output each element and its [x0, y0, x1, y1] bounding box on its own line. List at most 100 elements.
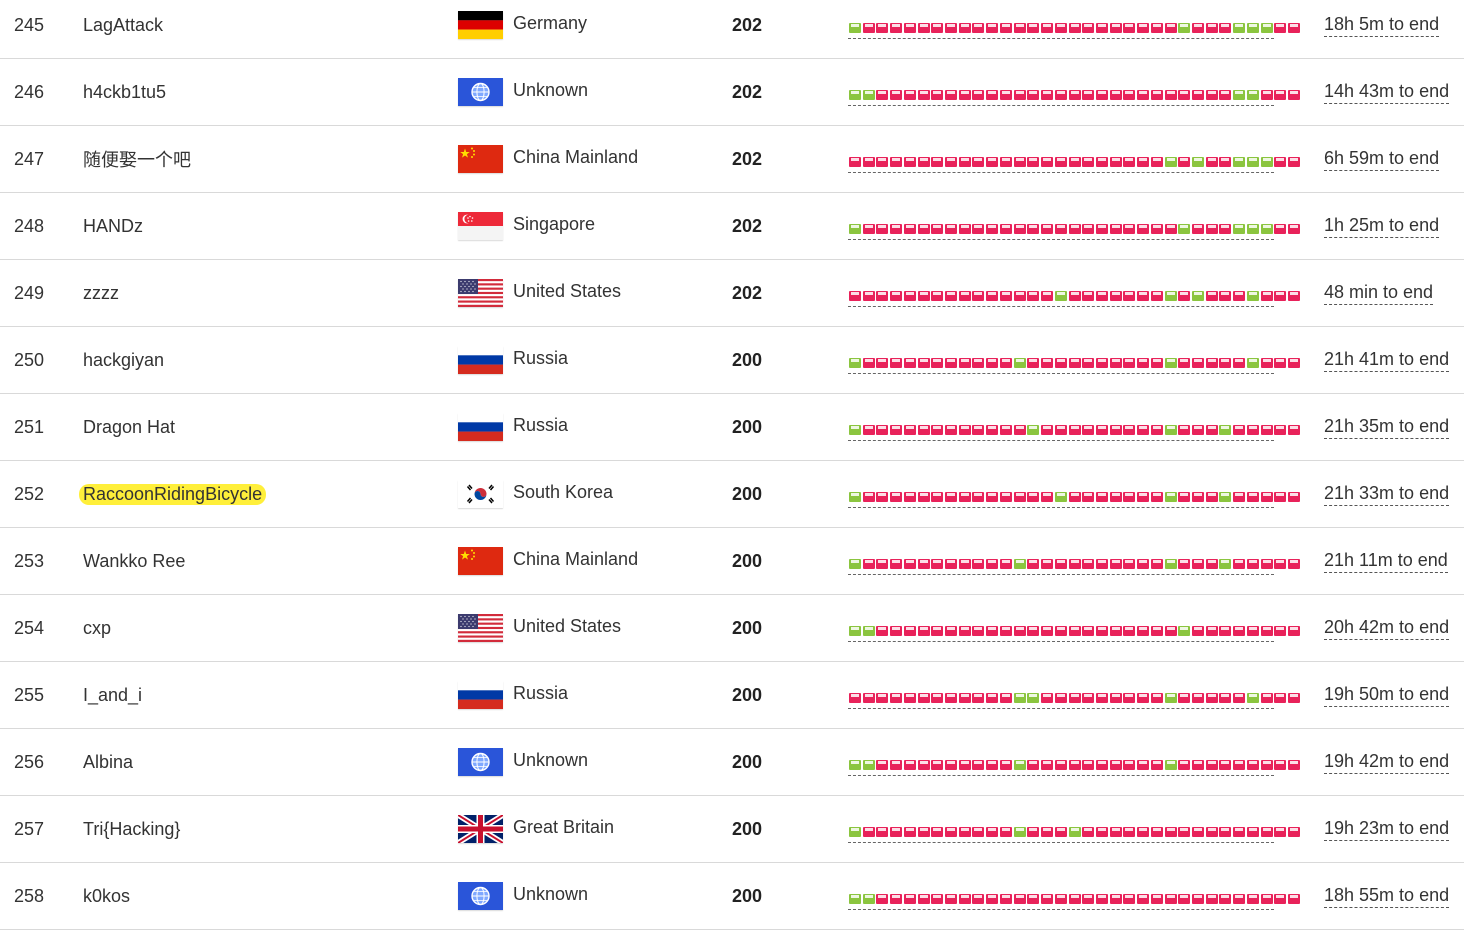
- task-unsolved-marker[interactable]: [1137, 692, 1150, 703]
- task-unsolved-marker[interactable]: [1178, 290, 1191, 301]
- task-unsolved-marker[interactable]: [890, 290, 903, 301]
- table-row[interactable]: 245 LagAttack Germany 202 18h 5m to end: [0, 0, 1464, 59]
- task-unsolved-marker[interactable]: [958, 156, 971, 167]
- task-unsolved-marker[interactable]: [1260, 424, 1273, 435]
- task-unsolved-marker[interactable]: [1219, 290, 1232, 301]
- task-unsolved-marker[interactable]: [1233, 625, 1246, 636]
- task-unsolved-marker[interactable]: [917, 625, 930, 636]
- task-unsolved-marker[interactable]: [945, 223, 958, 234]
- time-to-end-text[interactable]: 1h 25m to end: [1324, 215, 1440, 238]
- task-unsolved-marker[interactable]: [917, 223, 930, 234]
- task-unsolved-marker[interactable]: [1288, 491, 1301, 502]
- task-unsolved-marker[interactable]: [876, 223, 889, 234]
- task-unsolved-marker[interactable]: [958, 826, 971, 837]
- task-unsolved-marker[interactable]: [1178, 893, 1191, 904]
- task-unsolved-marker[interactable]: [1027, 826, 1040, 837]
- task-unsolved-marker[interactable]: [986, 759, 999, 770]
- table-row[interactable]: 246 h4ckb1tu5 Unknown 202 14h 43m to end: [0, 59, 1464, 126]
- task-unsolved-marker[interactable]: [876, 290, 889, 301]
- task-unsolved-marker[interactable]: [999, 558, 1012, 569]
- task-solved-marker[interactable]: [1260, 22, 1273, 33]
- task-unsolved-marker[interactable]: [1164, 22, 1177, 33]
- task-unsolved-marker[interactable]: [1123, 424, 1136, 435]
- time-to-end[interactable]: 19h 50m to end: [1324, 662, 1464, 728]
- task-unsolved-marker[interactable]: [1095, 424, 1108, 435]
- task-unsolved-marker[interactable]: [1288, 759, 1301, 770]
- task-unsolved-marker[interactable]: [1274, 22, 1287, 33]
- task-unsolved-marker[interactable]: [1095, 22, 1108, 33]
- team-name[interactable]: h4ckb1tu5: [83, 81, 167, 102]
- task-solved-marker[interactable]: [862, 625, 875, 636]
- task-unsolved-marker[interactable]: [958, 89, 971, 100]
- table-row[interactable]: 251 Dragon Hat Russia 200 21h 35m to end: [0, 394, 1464, 461]
- task-unsolved-marker[interactable]: [1274, 491, 1287, 502]
- team-name[interactable]: zzzz: [83, 282, 119, 303]
- task-unsolved-marker[interactable]: [1068, 491, 1081, 502]
- task-unsolved-marker[interactable]: [1192, 826, 1204, 837]
- task-solved-marker[interactable]: [1068, 826, 1081, 837]
- task-unsolved-marker[interactable]: [1288, 89, 1301, 100]
- time-to-end[interactable]: 21h 41m to end: [1324, 327, 1464, 393]
- task-unsolved-marker[interactable]: [1192, 223, 1204, 234]
- task-unsolved-marker[interactable]: [903, 692, 916, 703]
- task-unsolved-marker[interactable]: [876, 893, 889, 904]
- task-unsolved-marker[interactable]: [1274, 625, 1287, 636]
- task-unsolved-marker[interactable]: [1095, 156, 1108, 167]
- task-unsolved-marker[interactable]: [1041, 424, 1054, 435]
- task-unsolved-marker[interactable]: [1192, 89, 1204, 100]
- task-unsolved-marker[interactable]: [1178, 424, 1191, 435]
- time-to-end-text[interactable]: 21h 41m to end: [1324, 349, 1450, 372]
- task-unsolved-marker[interactable]: [1205, 357, 1218, 368]
- task-unsolved-marker[interactable]: [903, 89, 916, 100]
- task-unsolved-marker[interactable]: [1082, 290, 1095, 301]
- task-unsolved-marker[interactable]: [1219, 156, 1232, 167]
- time-to-end[interactable]: 21h 35m to end: [1324, 394, 1464, 460]
- task-solved-marker[interactable]: [862, 89, 875, 100]
- task-solved-marker[interactable]: [1246, 692, 1259, 703]
- task-unsolved-marker[interactable]: [972, 156, 985, 167]
- task-solved-marker[interactable]: [849, 893, 861, 904]
- task-unsolved-marker[interactable]: [890, 156, 903, 167]
- task-unsolved-marker[interactable]: [1013, 89, 1026, 100]
- task-unsolved-marker[interactable]: [903, 893, 916, 904]
- task-unsolved-marker[interactable]: [1109, 692, 1122, 703]
- task-unsolved-marker[interactable]: [1041, 290, 1054, 301]
- task-unsolved-marker[interactable]: [1164, 826, 1177, 837]
- time-to-end[interactable]: 6h 59m to end: [1324, 126, 1464, 192]
- task-unsolved-marker[interactable]: [1192, 692, 1204, 703]
- task-solved-marker[interactable]: [1233, 156, 1246, 167]
- task-unsolved-marker[interactable]: [1274, 357, 1287, 368]
- task-unsolved-marker[interactable]: [1246, 759, 1259, 770]
- time-to-end-text[interactable]: 18h 55m to end: [1324, 885, 1450, 908]
- task-unsolved-marker[interactable]: [958, 357, 971, 368]
- task-unsolved-marker[interactable]: [972, 893, 985, 904]
- task-unsolved-marker[interactable]: [1178, 558, 1191, 569]
- task-unsolved-marker[interactable]: [945, 625, 958, 636]
- task-solved-marker[interactable]: [1233, 223, 1246, 234]
- task-solved-marker[interactable]: [1178, 22, 1191, 33]
- task-unsolved-marker[interactable]: [972, 223, 985, 234]
- task-unsolved-marker[interactable]: [903, 491, 916, 502]
- task-unsolved-marker[interactable]: [1137, 22, 1150, 33]
- team-name-link[interactable]: zzzz: [83, 260, 443, 326]
- task-unsolved-marker[interactable]: [931, 692, 944, 703]
- team-name-link[interactable]: I_and_i: [83, 662, 443, 728]
- task-unsolved-marker[interactable]: [972, 357, 985, 368]
- task-unsolved-marker[interactable]: [958, 692, 971, 703]
- task-unsolved-marker[interactable]: [1082, 357, 1095, 368]
- table-row[interactable]: 254 cxp United States 200 20h 42m to end: [0, 595, 1464, 662]
- task-unsolved-marker[interactable]: [986, 491, 999, 502]
- task-unsolved-marker[interactable]: [931, 625, 944, 636]
- task-unsolved-marker[interactable]: [1219, 22, 1232, 33]
- time-to-end[interactable]: 21h 33m to end: [1324, 461, 1464, 527]
- task-unsolved-marker[interactable]: [1095, 692, 1108, 703]
- task-solved-marker[interactable]: [1246, 156, 1259, 167]
- task-unsolved-marker[interactable]: [1192, 22, 1204, 33]
- table-row[interactable]: 257 Tri{Hacking} Great Britain 200 19h 2…: [0, 796, 1464, 863]
- task-solved-marker[interactable]: [849, 491, 861, 502]
- table-row[interactable]: 250 hackgiyan Russia 200 21h 41m to end: [0, 327, 1464, 394]
- task-unsolved-marker[interactable]: [999, 89, 1012, 100]
- task-unsolved-marker[interactable]: [1123, 558, 1136, 569]
- task-unsolved-marker[interactable]: [1219, 692, 1232, 703]
- task-unsolved-marker[interactable]: [1150, 223, 1163, 234]
